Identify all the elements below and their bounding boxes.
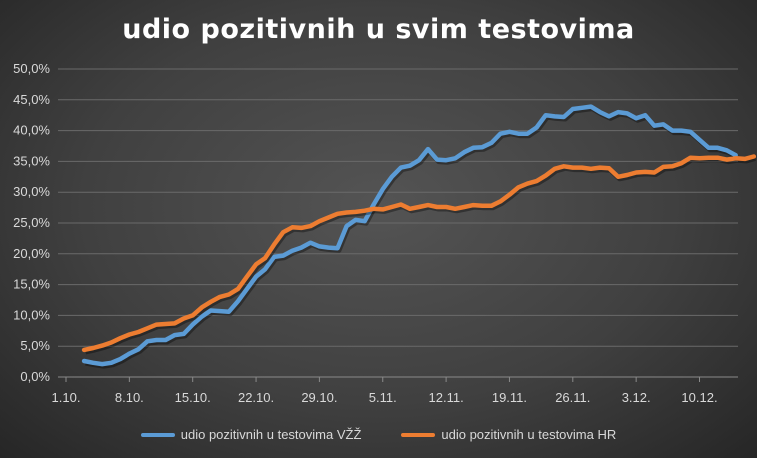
x-tick-label: 15.10.: [175, 390, 211, 405]
y-tick-label: 35,0%: [13, 153, 50, 168]
x-tick-label: 5.11.: [369, 390, 397, 405]
y-tick-label: 15,0%: [13, 277, 50, 292]
series-line-hr: [81, 154, 757, 353]
x-tick-label: 10.12.: [681, 390, 717, 405]
x-tick-label: 12.11.: [429, 390, 464, 405]
y-tick-label: 40,0%: [13, 123, 50, 138]
series-line-vzz: [81, 104, 738, 367]
y-tick-label: 25,0%: [13, 215, 50, 230]
y-tick-label: 45,0%: [13, 92, 50, 107]
legend-label-vzz: udio pozitivnih u testovima VŽŽ: [180, 427, 362, 442]
x-tick-label: 26.11.: [555, 390, 590, 405]
legend-item-vzz: udio pozitivnih u testovima VŽŽ: [140, 427, 362, 442]
y-tick-label: 50,0%: [13, 61, 50, 76]
x-tick-label: 8.10.: [115, 390, 144, 405]
x-tick-label: 22.10.: [238, 390, 274, 405]
y-tick-label: 20,0%: [13, 246, 50, 261]
legend-swatch-vzz: [140, 432, 175, 437]
y-tick-label: 30,0%: [13, 184, 50, 199]
y-tick-label: 5,0%: [20, 338, 50, 353]
legend-swatch-hr: [401, 432, 436, 437]
x-tick-label: 3.12.: [622, 390, 651, 405]
legend-item-hr: udio pozitivnih u testovima HR: [401, 427, 616, 442]
x-tick-label: 19.11.: [492, 390, 527, 405]
chart-title: udio pozitivnih u svim testovima: [122, 14, 635, 45]
legend: udio pozitivnih u testovima VŽŽ udio poz…: [0, 427, 757, 442]
y-tick-label: 0,0%: [20, 369, 50, 384]
x-tick-label: 1.10.: [52, 390, 81, 405]
y-tick-label: 10,0%: [13, 307, 50, 322]
legend-label-hr: udio pozitivnih u testovima HR: [441, 427, 617, 442]
series-shadow: [85, 106, 739, 369]
x-tick-label: 29.10.: [301, 390, 337, 405]
series-shadow: [85, 156, 756, 355]
